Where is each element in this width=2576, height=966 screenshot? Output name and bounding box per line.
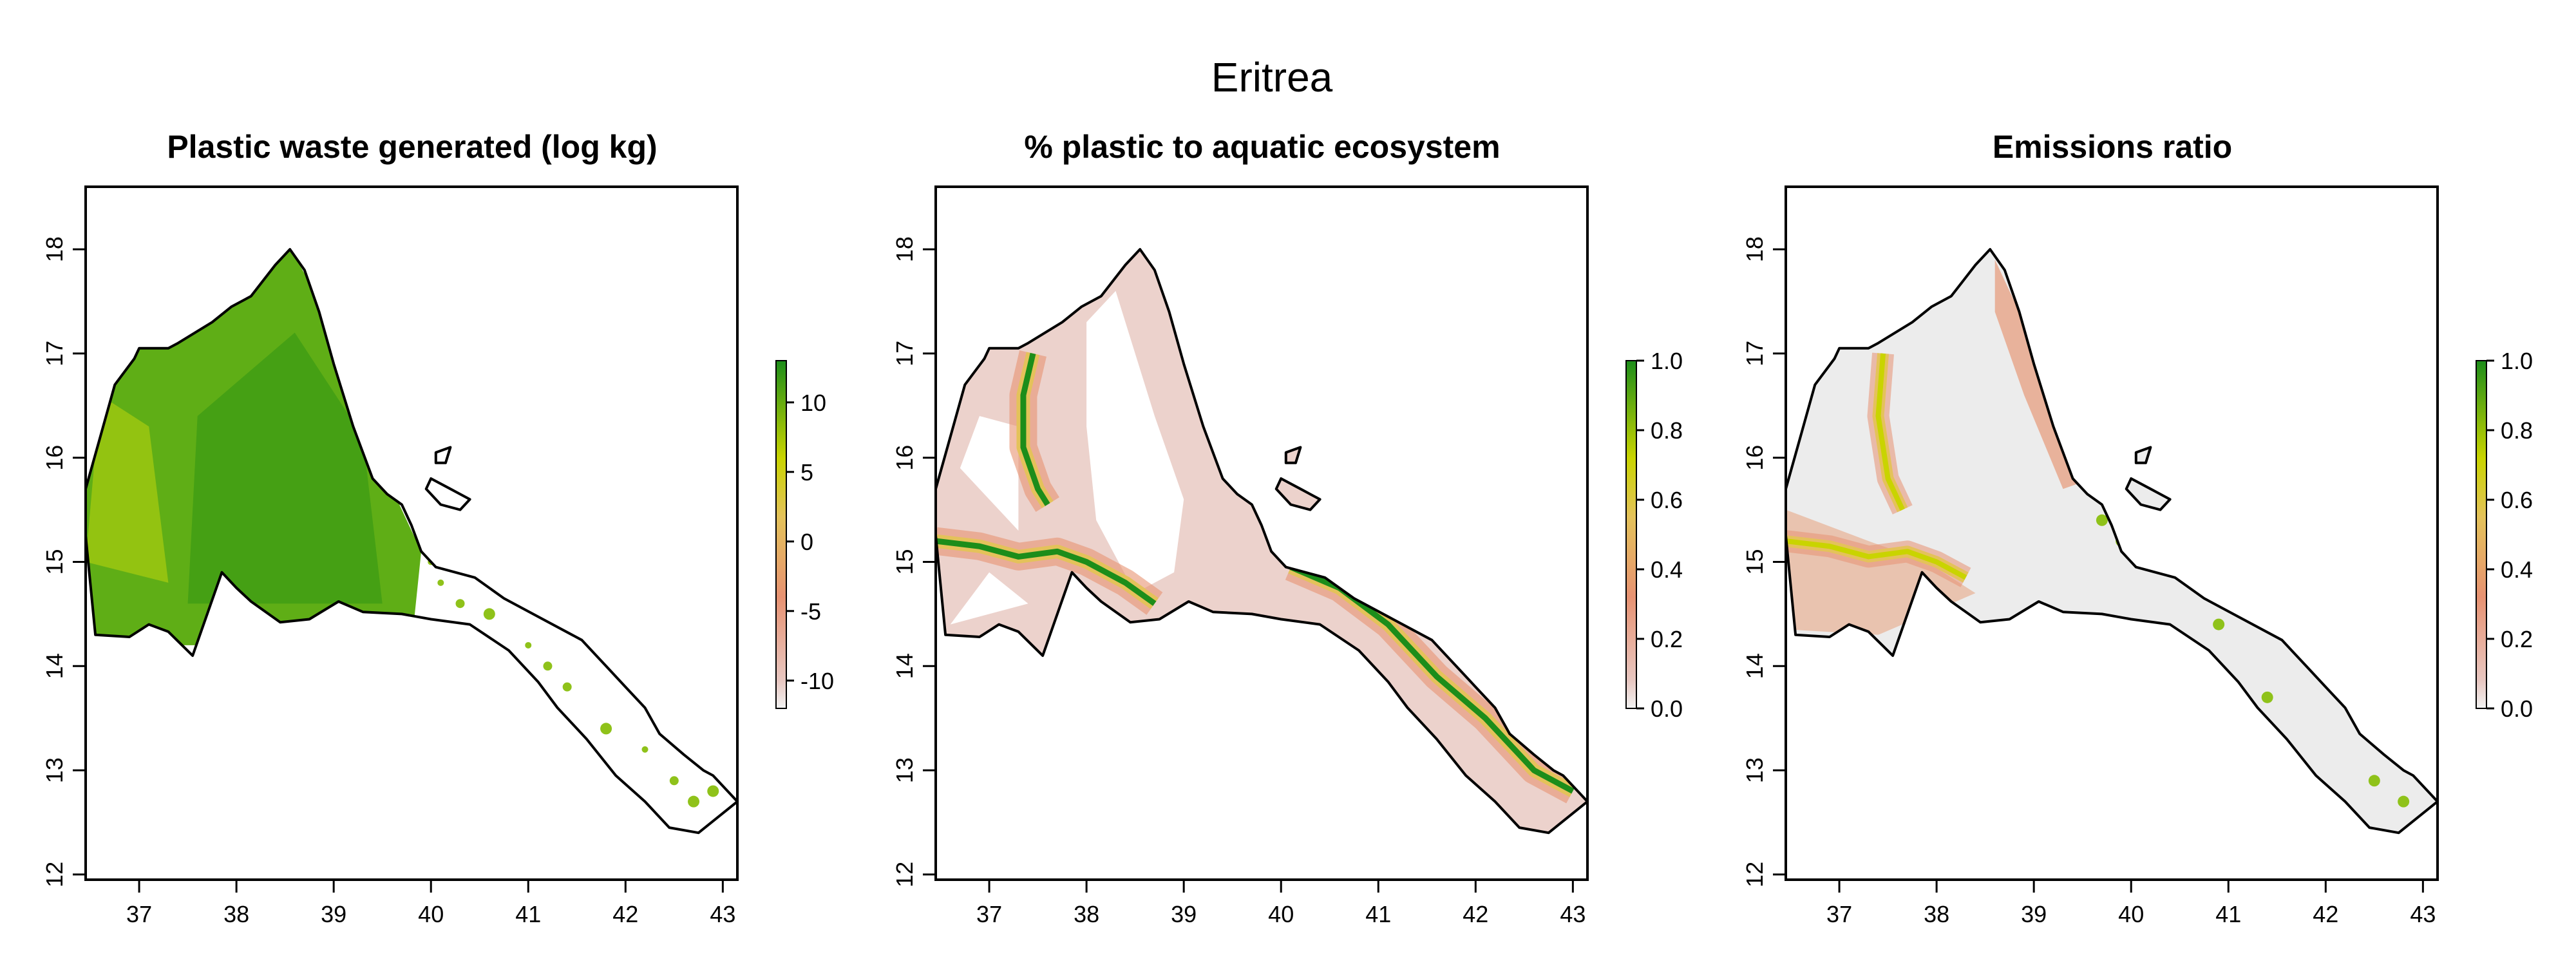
legend-colorbar — [775, 360, 787, 709]
country-outline — [84, 248, 739, 835]
x-tick-label: 40 — [418, 901, 444, 927]
plot-frame — [84, 185, 739, 881]
x-tick-label: 42 — [1463, 901, 1488, 927]
legend-tick-label: 0.6 — [2501, 487, 2533, 513]
y-tick-label: 17 — [41, 341, 68, 366]
x-tick-label: 39 — [1171, 901, 1197, 927]
x-tick-label: 37 — [126, 901, 152, 927]
y-tick-label: 16 — [41, 445, 68, 471]
y-tick-label: 18 — [1741, 236, 1768, 262]
x-tick-label: 38 — [1924, 901, 1949, 927]
island-outline — [1284, 446, 1302, 464]
y-tick-label: 18 — [41, 236, 68, 262]
legend-colorbar — [1625, 360, 1637, 709]
country-outline — [934, 248, 1589, 835]
x-tick-label: 41 — [1365, 901, 1391, 927]
x-tick-label: 42 — [2313, 901, 2338, 927]
x-tick-label: 40 — [1268, 901, 1294, 927]
y-tick-label: 14 — [41, 653, 68, 679]
legend-tick-label: -5 — [800, 598, 821, 625]
legend-tick-label: 0.4 — [2501, 556, 2533, 583]
x-tick-label: 39 — [321, 901, 346, 927]
x-tick-label: 43 — [1560, 901, 1586, 927]
legend-tick-label: 1.0 — [1651, 348, 1683, 374]
panel-title: Plastic waste generated (log kg) — [167, 129, 657, 165]
y-tick-label: 15 — [41, 549, 68, 574]
y-tick-label: 18 — [891, 236, 918, 262]
island-outline — [2125, 477, 2172, 511]
legend-tick-label: 0.0 — [1651, 696, 1683, 722]
legend-colorbar — [2476, 360, 2487, 709]
panel-title: Emissions ratio — [1993, 129, 2232, 165]
x-tick-label: 37 — [1826, 901, 1852, 927]
y-tick-label: 16 — [1741, 445, 1768, 471]
legend-tick-label: 10 — [800, 390, 826, 416]
legend-tick-label: 0.6 — [1651, 487, 1683, 513]
x-tick-label: 38 — [223, 901, 249, 927]
map-panel-aquatic: % plastic to aquatic ecosystem 37 38 39 40 41… — [891, 129, 1683, 927]
x-tick-label: 38 — [1074, 901, 1099, 927]
y-tick-label: 12 — [1741, 862, 1768, 887]
y-tick-label: 12 — [41, 862, 68, 887]
y-tick-label: 13 — [891, 757, 918, 783]
y-tick-label: 14 — [1741, 653, 1768, 679]
plot-frame — [934, 185, 1589, 881]
x-tick-label: 39 — [2021, 901, 2047, 927]
raster-fill — [86, 249, 719, 808]
y-tick-label: 17 — [1741, 341, 1768, 366]
x-tick-label: 41 — [515, 901, 541, 927]
legend-tick-label: 5 — [800, 459, 813, 486]
legend-tick-label: 0.0 — [2501, 696, 2533, 722]
x-tick-label: 37 — [976, 901, 1002, 927]
y-tick-label: 15 — [891, 549, 918, 574]
x-tick-label: 43 — [710, 901, 735, 927]
legend-tick-label: 0.2 — [1651, 626, 1683, 652]
map-panel-emissions: Emissions ratio 37 38 39 40 41 42 43 12 13 14 15 16 1… — [1741, 129, 2533, 927]
island-outline — [2134, 446, 2152, 464]
y-tick-label: 13 — [1741, 757, 1768, 783]
y-tick-label: 13 — [41, 757, 68, 783]
y-tick-label: 16 — [891, 445, 918, 471]
legend-tick-label: 0.8 — [2501, 417, 2533, 444]
legend-tick-label: 0.8 — [1651, 417, 1683, 444]
island-outline — [1274, 477, 1321, 511]
figure-title: Eritrea — [1211, 54, 1333, 100]
legend-tick-label: -10 — [800, 668, 834, 694]
x-tick-label: 43 — [2410, 901, 2436, 927]
x-tick-label: 41 — [2215, 901, 2241, 927]
island-outline — [424, 477, 471, 511]
plot-frame — [1785, 185, 2439, 881]
legend-tick-label: 0.4 — [1651, 556, 1683, 583]
map-panel-plastic: Plastic waste generated (log kg) 37 38 39 40… — [41, 129, 834, 927]
legend-tick-label: 0.2 — [2501, 626, 2533, 652]
y-tick-label: 14 — [891, 653, 918, 679]
legend-tick-label: 1.0 — [2501, 348, 2533, 374]
x-tick-label: 40 — [2118, 901, 2144, 927]
x-tick-label: 42 — [612, 901, 638, 927]
legend-tick-label: 0 — [800, 529, 813, 555]
country-outline — [1785, 248, 2439, 835]
y-tick-label: 12 — [891, 862, 918, 887]
island-outline — [434, 446, 452, 464]
y-tick-label: 17 — [891, 341, 918, 366]
panel-title: % plastic to aquatic ecosystem — [1024, 129, 1500, 165]
y-tick-label: 15 — [1741, 549, 1768, 574]
